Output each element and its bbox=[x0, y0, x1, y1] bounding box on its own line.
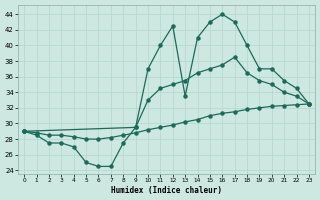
X-axis label: Humidex (Indice chaleur): Humidex (Indice chaleur) bbox=[111, 186, 222, 195]
